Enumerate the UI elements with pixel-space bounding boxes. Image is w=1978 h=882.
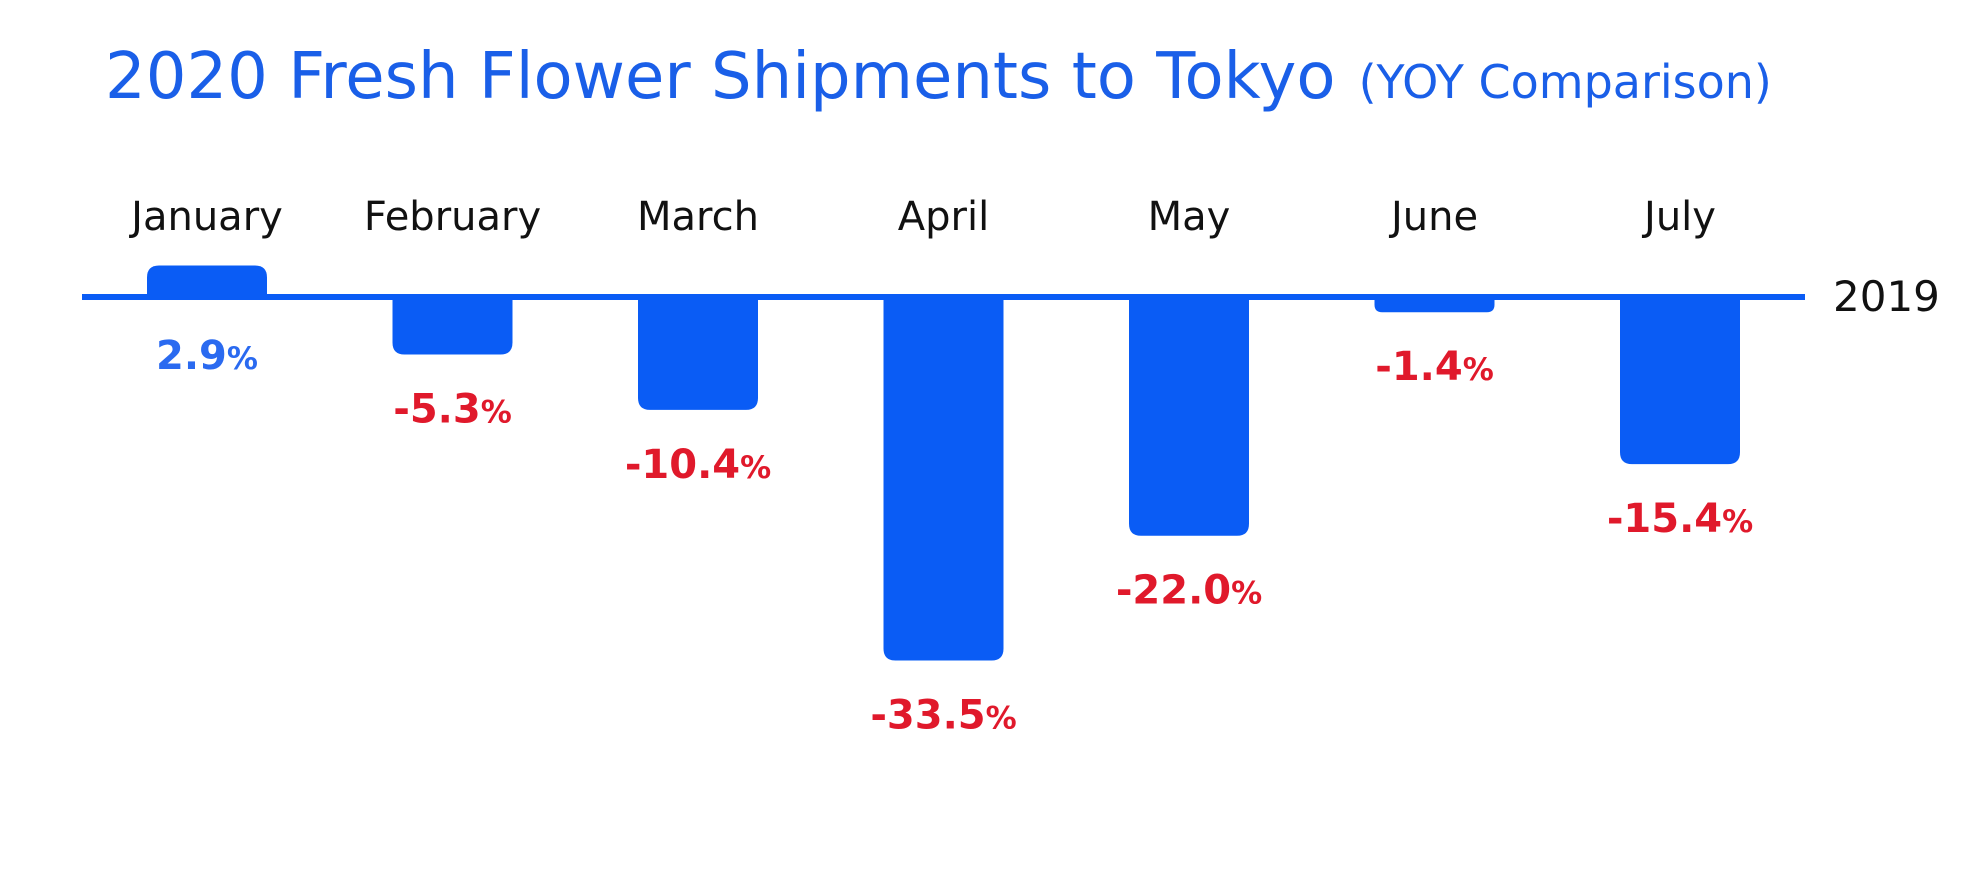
month-label-april: April — [898, 194, 989, 240]
bar-may — [1129, 297, 1249, 536]
month-label-february: February — [364, 194, 541, 240]
value-label-july: -15.4% — [1607, 496, 1753, 542]
month-label-june: June — [1388, 194, 1478, 240]
baseline-label: 2019 — [1833, 272, 1940, 321]
bar-january — [147, 265, 267, 297]
bar-july — [1620, 297, 1740, 465]
bar-april — [883, 297, 1004, 661]
chart-subtitle: (YOY Comparison) — [1359, 55, 1772, 109]
bars-group — [147, 265, 1740, 661]
value-label-june: -1.4% — [1375, 344, 1494, 390]
month-label-july: July — [1641, 194, 1716, 240]
value-label-february: -5.3% — [393, 387, 512, 433]
chart-title-main: 2020 Fresh Flower Shipments to Tokyo — [105, 40, 1335, 114]
chart-title: 2020 Fresh Flower Shipments to Tokyo (YO… — [105, 40, 1772, 114]
value-label-may: -22.0% — [1116, 568, 1262, 614]
bar-february — [392, 297, 513, 355]
month-label-march: March — [637, 194, 759, 240]
bar-march — [638, 297, 758, 410]
month-labels-group: January February March April May June July — [128, 194, 1716, 240]
value-label-january: 2.9% — [156, 333, 258, 379]
month-label-may: May — [1148, 194, 1231, 240]
bar-june — [1374, 297, 1495, 313]
value-label-april: -33.5% — [870, 692, 1016, 738]
month-label-january: January — [128, 194, 283, 240]
value-label-march: -10.4% — [625, 442, 771, 488]
value-labels-group: 2.9% -5.3% -10.4% -33.5% -22.0% -1.4% -15.4% — [156, 333, 1753, 738]
